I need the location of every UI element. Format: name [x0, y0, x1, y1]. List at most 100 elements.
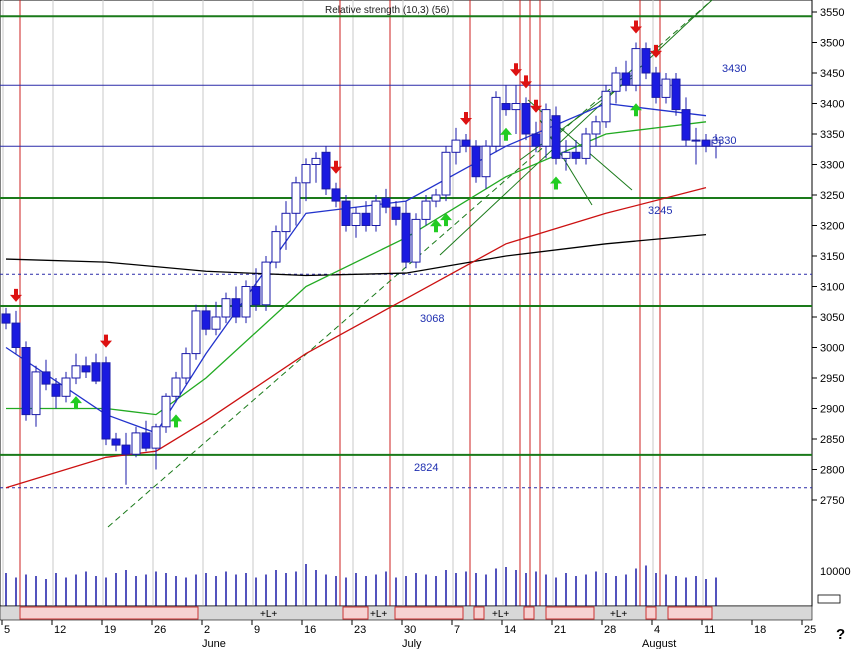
buy-arrow — [170, 414, 182, 428]
x-tick-label: 26 — [154, 624, 166, 636]
signal-strip: +L+ +L+ +L+ +L+ — [19, 606, 713, 620]
buy-arrow — [70, 396, 82, 410]
x-tick-label: 23 — [354, 624, 366, 636]
scroll-handle[interactable] — [817, 594, 841, 604]
candle-down — [111, 438, 121, 446]
y-tick-label: 3250 — [820, 190, 844, 202]
x-tick-label: 12 — [54, 624, 66, 636]
x-tick-label: 5 — [4, 624, 10, 636]
x-tick-label: 9 — [254, 624, 260, 636]
candle-down — [501, 103, 511, 111]
candle-up — [181, 353, 191, 379]
x-tick-label: 21 — [554, 624, 566, 636]
candle-up — [281, 212, 291, 233]
candle-down — [141, 432, 151, 449]
y-tick-label: 2750 — [820, 495, 844, 507]
candle-up — [711, 139, 721, 147]
candle-up — [191, 310, 201, 355]
candle-down — [701, 139, 711, 147]
candle-up — [221, 298, 231, 318]
candle-down — [321, 151, 331, 190]
candle-up — [151, 426, 161, 449]
candles — [1, 42, 721, 485]
candle-up — [241, 286, 251, 318]
candle-up — [31, 371, 41, 416]
level-label: 3068 — [420, 313, 444, 325]
buy-arrow — [430, 219, 442, 233]
candle-up — [351, 212, 361, 227]
candle-up — [601, 90, 611, 123]
level-label: 3430 — [722, 63, 746, 75]
moving-averages — [5, 102, 707, 489]
candle-down — [471, 145, 481, 178]
candle-down — [21, 347, 31, 416]
candle-up — [311, 157, 321, 165]
candle-up — [431, 194, 441, 202]
month-label: June — [202, 638, 226, 649]
candle-up — [561, 151, 571, 159]
sell-arrow — [100, 334, 112, 348]
x-tick-label: 28 — [604, 624, 616, 636]
sell-arrow — [630, 20, 642, 34]
candle-up — [61, 377, 71, 397]
signal-arrows — [10, 20, 662, 428]
buy-arrow — [440, 213, 452, 227]
candle-down — [401, 212, 411, 263]
uptrend-line — [439, 0, 713, 256]
candle-down — [41, 371, 51, 385]
moving-average-line — [5, 234, 707, 277]
strip-hatch — [667, 606, 713, 620]
candle-down — [391, 206, 401, 220]
level-label: 2824 — [414, 462, 438, 474]
horizontal-levels — [0, 15, 812, 489]
candle-down — [341, 200, 351, 227]
candle-down — [331, 188, 341, 202]
sell-arrow — [10, 288, 22, 302]
y-tick-label: 3050 — [820, 312, 844, 324]
y-tick-label: 2900 — [820, 404, 844, 416]
sell-arrow — [510, 63, 522, 77]
candle-up — [581, 133, 591, 159]
candle-down — [461, 139, 471, 147]
x-tick-label: 14 — [504, 624, 516, 636]
volume-bars — [5, 564, 717, 606]
y-tick-label: 3400 — [820, 99, 844, 111]
y-tick-label: 2800 — [820, 465, 844, 477]
moving-average-line — [5, 102, 707, 434]
candle-up — [411, 218, 421, 263]
candle-up — [301, 164, 311, 184]
candle-up — [591, 121, 601, 135]
strip-hatch — [394, 606, 464, 620]
candle-down — [101, 362, 111, 440]
y-tick-label: 3450 — [820, 68, 844, 80]
x-tick-label: 11 — [704, 624, 715, 636]
strip-hatch — [645, 606, 657, 620]
candle-up — [271, 231, 281, 263]
candle-up — [291, 182, 301, 214]
level-label: 3330 — [712, 135, 736, 147]
x-tick-label: 25 — [804, 624, 816, 636]
moving-average-line — [5, 187, 707, 489]
level-labels: 3430 3330 3245 3068 2824 — [414, 63, 746, 474]
moving-average-line — [6, 121, 707, 416]
candle-down — [551, 115, 561, 159]
candle-up — [611, 72, 621, 92]
candle-down — [571, 151, 581, 159]
candle-down — [251, 286, 261, 306]
strip-marker: +L+ — [370, 609, 387, 620]
candle-down — [81, 365, 91, 373]
candle-up — [691, 139, 701, 142]
x-tick-label: 30 — [404, 624, 416, 636]
buy-arrow — [550, 176, 562, 190]
strip-hatch — [342, 606, 369, 620]
x-tick-label: 7 — [454, 624, 460, 636]
candle-up — [371, 200, 381, 227]
candle-down — [621, 72, 631, 86]
help-icon[interactable]: ? — [836, 626, 846, 643]
candle-up — [511, 103, 521, 111]
x-axis: 5 12 19 26 2 9 16 23 30 7 14 21 28 4 11 18 25 June July Aug… — [1, 620, 816, 649]
sell-arrow — [650, 44, 662, 58]
strip-hatch — [19, 606, 199, 620]
candle-down — [11, 322, 21, 349]
